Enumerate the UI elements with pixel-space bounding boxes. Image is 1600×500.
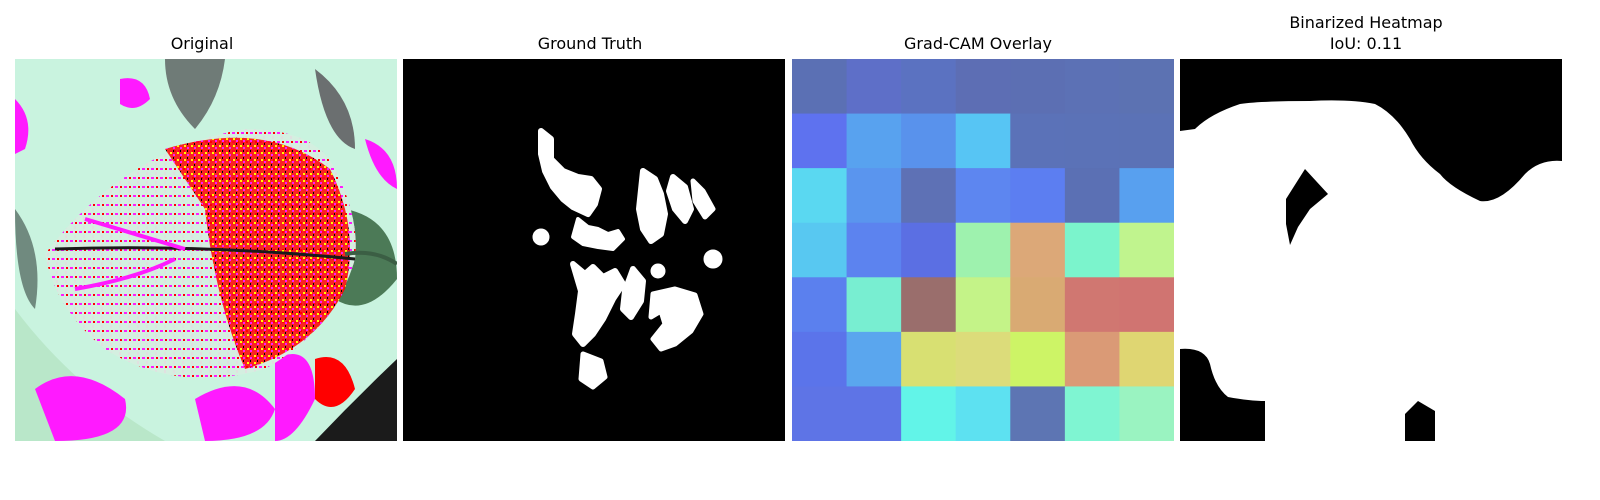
heatmap-cell [1010,113,1066,169]
panel-title: Binarized Heatmap [1289,13,1443,32]
heatmap-cell [901,222,957,278]
heatmap-cell [955,168,1011,224]
heatmap-cell [792,331,848,387]
heatmap-cell [1064,277,1120,333]
heatmap-cell [1064,222,1120,278]
heatmap-cell [1119,59,1174,115]
heatmap-cell [1010,277,1066,333]
heatmap-cell [955,222,1011,278]
heatmap-cell [1119,222,1174,278]
heatmap-cell [846,113,902,169]
heatmap-cell [901,168,957,224]
heatmap-cell [901,331,957,387]
heatmap-cell [1064,331,1120,387]
ground-truth-mask [403,59,785,441]
heatmap-cell [846,386,902,441]
heatmap-cell [1119,113,1174,169]
iou-score: IoU: 0.11 [1329,34,1403,53]
heatmap-cell [1119,168,1174,224]
heatmap-cell [955,386,1011,441]
heatmap-cell [1010,222,1066,278]
heatmap-cell [846,59,902,115]
heatmap-cell [846,222,902,278]
heatmap-cell [1064,168,1120,224]
heatmap-cell [901,59,957,115]
heatmap-cell [955,59,1011,115]
heatmap-cell [901,277,957,333]
panel-title: Ground Truth [537,34,643,53]
heatmap-cell [846,331,902,387]
heatmap-cell [792,113,848,169]
heatmap-cell [955,277,1011,333]
heatmap-cell [846,168,902,224]
heatmap-cell [1119,386,1174,441]
heatmap-cell [955,331,1011,387]
heatmap-cell [1010,168,1066,224]
panel-title: Original [170,34,234,53]
heatmap-cell [901,386,957,441]
heatmap-cell [1119,277,1174,333]
heatmap-cell [792,168,848,224]
panel-title: Grad-CAM Overlay [904,34,1052,53]
binarized-mask [1180,59,1562,441]
heatmap-cell [901,113,957,169]
heatmap-cell [1010,59,1066,115]
heatmap-cell [792,59,848,115]
heatmap-cell [1010,386,1066,441]
heatmap-cell [955,113,1011,169]
heatmap-cell [1010,331,1066,387]
heatmap-cell [1064,113,1120,169]
original-image [15,59,397,441]
heatmap-cell [792,222,848,278]
heatmap-cell [1064,386,1120,441]
heatmap-cell [792,277,848,333]
gradcam-heatmap [792,59,1174,441]
heatmap-cell [1064,59,1120,115]
heatmap-cell [792,386,848,441]
heatmap-cell [1119,331,1174,387]
heatmap-cell [846,277,902,333]
